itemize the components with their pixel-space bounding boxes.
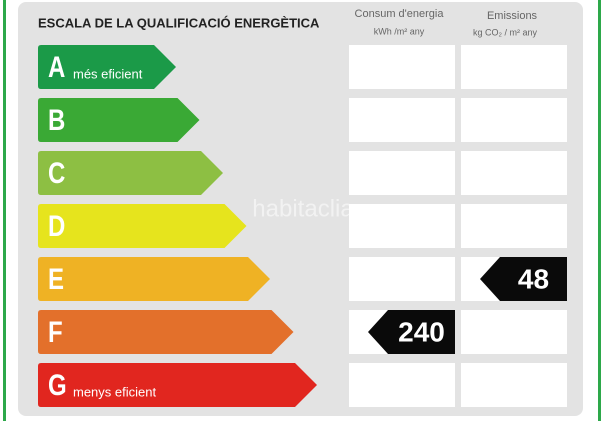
rating-letter: D: [48, 208, 65, 242]
rating-label: menys eficient: [73, 384, 156, 399]
rating-arrow: [38, 204, 247, 248]
rating-arrow: [38, 45, 176, 89]
cell: [461, 151, 567, 195]
column-unit: kWh /m² any: [374, 26, 425, 36]
value-text: 240: [398, 316, 445, 347]
rating-label: més eficient: [73, 66, 143, 81]
cell: [461, 98, 567, 142]
rating-arrow: [38, 151, 223, 195]
cell: [349, 363, 455, 407]
cell: [349, 257, 455, 301]
rating-arrow: [38, 310, 294, 354]
cell: [461, 204, 567, 248]
cell: [461, 363, 567, 407]
border-left: [3, 0, 6, 421]
column-unit: kg CO₂ / m² any: [473, 27, 538, 37]
rating-arrow: [38, 257, 270, 301]
rating-letter: E: [48, 261, 64, 295]
column-title: Emissions: [487, 10, 538, 22]
border-right: [598, 0, 601, 421]
cell: [349, 45, 455, 89]
cell: [349, 204, 455, 248]
cell: [349, 98, 455, 142]
cell: [461, 310, 567, 354]
rating-letter: B: [48, 102, 65, 136]
value-tag: [368, 310, 455, 354]
cell: [349, 151, 455, 195]
rating-arrow: [38, 98, 200, 142]
cell: [461, 45, 567, 89]
value-tag: [480, 257, 567, 301]
rating-letter: C: [48, 155, 65, 189]
rating-letter: A: [48, 49, 65, 83]
rating-letter: G: [48, 367, 67, 401]
rating-arrow: [38, 363, 317, 407]
column-title: Consum d'energia: [355, 8, 445, 20]
value-text: 48: [518, 263, 549, 294]
watermark: habitaclia: [252, 195, 354, 222]
rating-letter: F: [48, 314, 63, 348]
title: ESCALA DE LA QUALIFICACIÓ ENERGÈTICA: [38, 15, 320, 30]
